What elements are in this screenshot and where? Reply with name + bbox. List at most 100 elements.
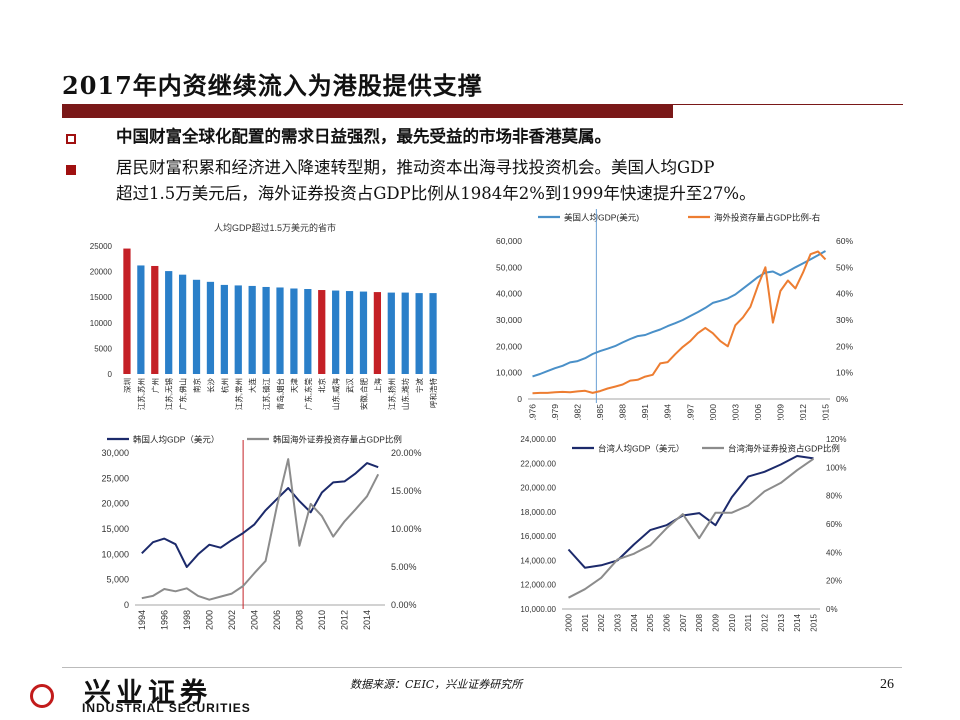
bar xyxy=(304,289,312,374)
bar xyxy=(262,286,270,374)
x-tick-label: 2000 xyxy=(565,613,574,631)
x-tick-label: 江苏,镇江 xyxy=(261,378,271,411)
x-tick-label: 2011 xyxy=(744,613,753,631)
taiwan-chart-svg: 台湾人均GDP（美元） 台湾海外证券投资占GDP比例 10,000.00 12,000… xyxy=(520,435,846,632)
x-tick-label: 南京 xyxy=(192,378,202,393)
y-tick-label: 5,000 xyxy=(106,575,129,585)
bar xyxy=(165,271,173,374)
x-tick-label: 青岛,烟台 xyxy=(275,378,285,410)
x-tick-label: 江苏,无锡 xyxy=(164,378,174,411)
x-tick-label: 1979 xyxy=(550,404,560,420)
bar xyxy=(220,284,228,374)
x-tick-label: 2008 xyxy=(294,610,304,630)
x-tick-label: 2013 xyxy=(777,613,786,631)
x-tick-label: 1997 xyxy=(685,404,695,420)
x-tick-label: 上海 xyxy=(372,378,382,393)
legend-label: 台湾人均GDP（美元） xyxy=(598,444,684,454)
bar xyxy=(123,248,131,374)
series-line xyxy=(567,455,814,569)
y-tick-label: 10,000 xyxy=(496,368,522,378)
bar xyxy=(276,287,284,374)
x-tick-label: 广东,东莞 xyxy=(303,378,313,411)
bar xyxy=(387,292,395,374)
chart-title: 人均GDP超过1.5万美元的省市 xyxy=(214,222,336,233)
bar xyxy=(137,265,145,374)
x-tick-label: 安徽,合肥 xyxy=(358,378,368,411)
x-tick-label: 2010 xyxy=(317,610,327,630)
y-tick-label: 60,000 xyxy=(496,236,522,246)
y-tick-label: 12,000.00 xyxy=(520,581,556,590)
x-tick-label: 2000 xyxy=(708,404,718,420)
y-tick-label: 20,000.00 xyxy=(520,484,556,493)
y-tick-label: 16,000.00 xyxy=(520,532,556,541)
x-tick-label: 2003 xyxy=(730,404,740,420)
x-tick-label: 2007 xyxy=(679,613,688,631)
x-tick-label: 2009 xyxy=(775,404,785,420)
x-tick-label: 2015 xyxy=(820,404,830,420)
y2-tick-label: 20.00% xyxy=(391,448,422,458)
page-number: 26 xyxy=(880,677,894,692)
legend-label: 韩国海外证券投资存量占GDP比例 xyxy=(273,435,402,445)
x-tick-label: 大连 xyxy=(247,378,257,393)
bar xyxy=(401,292,409,374)
y2-tick-label: 80% xyxy=(826,492,842,501)
x-tick-label: 1998 xyxy=(182,610,192,630)
x-tick-label: 广州 xyxy=(150,378,160,393)
x-tick-label: 天津 xyxy=(290,378,299,393)
x-tick-label: 2015 xyxy=(809,613,818,631)
bullet-text-2-line1: 居民财富积累和经济进入降速转型期，推动资本出海寻找投资机会。美国人均GDP xyxy=(116,158,715,177)
x-tick-label: 2002 xyxy=(597,613,606,631)
bar xyxy=(290,288,298,374)
y-tick-label: 30,000 xyxy=(101,448,129,458)
us-line-chart: 美国人均GDP(美元) 海外投资存量占GDP比例-右 0 10,000 20,000 30… xyxy=(490,205,860,420)
y-tick-label: 50,000 xyxy=(496,262,522,272)
y2-tick-label: 60% xyxy=(836,236,853,246)
y2-tick-label: 0.00% xyxy=(391,600,417,610)
title-underline-bar xyxy=(62,104,673,118)
x-tick-label: 1982 xyxy=(573,404,583,420)
company-logo-chinese: 兴业证券 xyxy=(84,678,212,709)
x-tick-label: 2006 xyxy=(663,613,672,631)
x-tick-label: 2002 xyxy=(227,610,237,630)
y2-tick-label: 0% xyxy=(836,394,849,404)
us-chart-svg: 美国人均GDP(美元) 海外投资存量占GDP比例-右 0 10,000 20,000 30… xyxy=(496,209,853,420)
x-tick-label: 2004 xyxy=(630,613,639,631)
bullet-text-1: 中国财富全球化配置的需求日益强烈，最先受益的市场非香港莫属。 xyxy=(116,127,611,146)
x-tick-label: 1985 xyxy=(595,404,605,420)
x-tick-label: 2012 xyxy=(339,610,349,630)
x-tick-label: 2005 xyxy=(646,613,655,631)
y2-tick-label: 15.00% xyxy=(391,486,422,496)
y-tick-label: 5000 xyxy=(94,344,112,353)
series-line xyxy=(568,457,815,599)
series-line xyxy=(532,250,826,378)
bar xyxy=(151,265,159,374)
y-tick-label: 40,000 xyxy=(496,289,522,299)
bar xyxy=(248,285,256,374)
x-tick-label: 江苏,扬州 xyxy=(386,378,396,410)
x-tick-label: 1994 xyxy=(137,610,147,630)
legend-label: 台湾海外证券投资占GDP比例 xyxy=(728,444,840,454)
x-tick-label: 武汉 xyxy=(345,378,355,393)
y2-tick-label: 60% xyxy=(826,520,842,529)
bar-chart-svg: 人均GDP超过1.5万美元的省市 0 5000 10000 15000 20000 2500… xyxy=(90,222,438,411)
bar xyxy=(318,290,326,374)
bar xyxy=(345,291,354,374)
x-tick-label: 1991 xyxy=(640,404,650,420)
bar xyxy=(206,281,215,374)
x-tick-label: 杭州 xyxy=(219,378,229,393)
x-tick-label: 2006 xyxy=(753,404,763,420)
y-tick-label: 25000 xyxy=(90,242,113,251)
x-tick-label: 呼和浩特 xyxy=(428,378,438,408)
x-tick-label: 2012 xyxy=(760,613,769,631)
y2-tick-label: 40% xyxy=(826,548,842,557)
x-tick-label: 1994 xyxy=(663,404,673,420)
y-tick-label: 22,000.00 xyxy=(520,459,556,468)
x-tick-label: 1988 xyxy=(618,404,628,420)
x-tick-label: 2012 xyxy=(798,404,808,420)
x-tick-label: 2010 xyxy=(728,613,737,631)
bar xyxy=(192,279,201,374)
x-tick-label: 2003 xyxy=(614,613,623,631)
series-line xyxy=(141,458,380,601)
x-tick-label: 长沙 xyxy=(205,378,215,393)
y2-tick-label: 30% xyxy=(836,315,853,325)
